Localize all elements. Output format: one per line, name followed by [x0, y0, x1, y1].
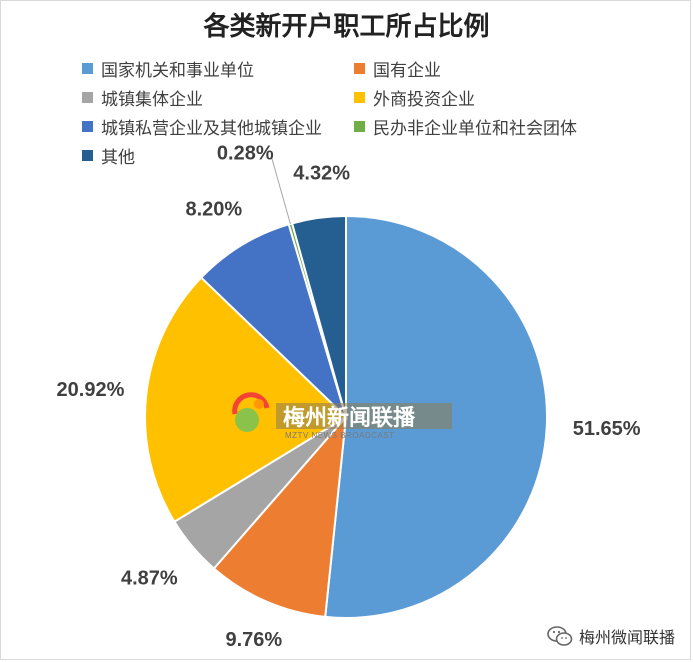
watermark-arc-icon: [232, 392, 270, 415]
legend-item: 城镇集体企业: [82, 85, 203, 110]
legend-item: 其他: [82, 143, 135, 168]
legend-swatch: [82, 150, 93, 161]
slice-data-label: 51.65%: [573, 418, 641, 440]
legend-label: 外商投资企业: [373, 90, 475, 110]
pie-slice: [144, 276, 348, 524]
legend-label: 城镇私营企业及其他城镇企业: [101, 119, 322, 139]
legend-swatch: [354, 63, 365, 74]
label-leader-line: [270, 156, 291, 224]
slice-data-label: 4.87%: [121, 567, 178, 589]
watermark-title: 梅州新闻联播: [283, 405, 416, 431]
slice-data-label: 0.28%: [217, 143, 274, 165]
legend-label: 民办非企业单位和社会团体: [373, 119, 577, 139]
legend-label: 国有企业: [373, 61, 441, 81]
slice-data-label: 9.76%: [226, 629, 283, 651]
legend-swatch: [82, 92, 93, 103]
legend-item: 民办非企业单位和社会团体: [354, 114, 577, 139]
legend-swatch: [82, 63, 93, 74]
pie-slice: [212, 413, 348, 619]
legend-swatch: [82, 121, 93, 132]
pie-slice: [199, 223, 349, 421]
wechat-icon: [547, 626, 573, 646]
footer-brand: 梅州微闻联播: [547, 624, 675, 648]
watermark-band: [276, 403, 452, 429]
watermark-subtitle: MZTV NEWS BROADCAST: [285, 431, 395, 440]
legend-swatch: [354, 92, 365, 103]
pie-slice: [290, 214, 347, 418]
footer-brand-text: 梅州微闻联播: [578, 628, 675, 647]
legend-swatch: [354, 121, 365, 132]
slice-data-label: 20.92%: [57, 379, 125, 401]
watermark-logo: 梅州新闻联播 MZTV NEWS BROADCAST: [232, 392, 452, 440]
legend-item: 外商投资企业: [354, 85, 475, 110]
watermark-sun-icon: [254, 399, 264, 409]
slice-data-label: 4.32%: [293, 162, 350, 184]
watermark-leaf-icon: [235, 408, 259, 432]
chart-title: 各类新开户职工所占比例: [203, 12, 490, 42]
legend-item: 国家机关和事业单位: [82, 56, 254, 81]
legend-label: 其他: [101, 148, 135, 168]
slice-data-label: 8.20%: [185, 199, 242, 221]
legend-label: 国家机关和事业单位: [101, 61, 254, 81]
legend-label: 城镇集体企业: [101, 90, 203, 110]
legend-item: 城镇私营企业及其他城镇企业: [82, 114, 322, 139]
legend-item: 国有企业: [354, 56, 441, 81]
